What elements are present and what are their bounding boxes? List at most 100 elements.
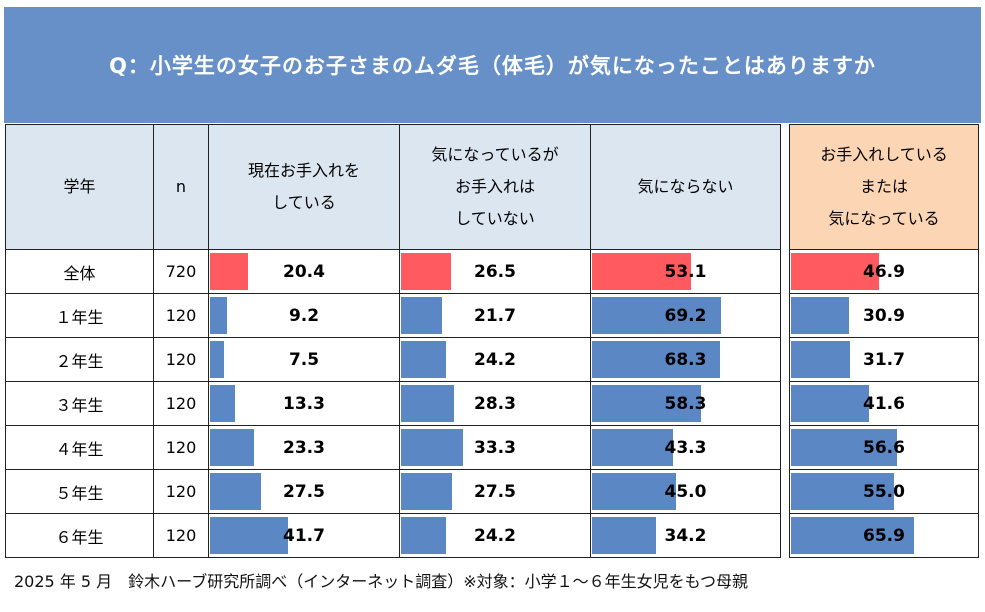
value-bar bbox=[791, 517, 915, 554]
value-bar bbox=[401, 517, 447, 554]
value-label: 53.1 bbox=[664, 261, 707, 282]
value-label: 69.2 bbox=[664, 305, 707, 326]
value-bar bbox=[401, 341, 447, 378]
value-cell: 58.3 bbox=[590, 381, 781, 426]
value-label: 20.4 bbox=[283, 261, 325, 282]
table-row: 55.0 bbox=[789, 469, 979, 514]
grade-cell: ５年生 bbox=[5, 469, 154, 514]
value-label: 9.2 bbox=[288, 305, 320, 326]
question-title: Q：小学生の女子のお子さまのムダ毛（体毛）が気になったことはありますか bbox=[4, 7, 981, 123]
value-cell: 27.5 bbox=[399, 469, 591, 514]
n-cell: 120 bbox=[153, 469, 209, 514]
value-cell: 9.2 bbox=[208, 293, 400, 338]
value-label: 43.3 bbox=[664, 437, 707, 458]
value-cell: 56.6 bbox=[789, 425, 979, 470]
value-bar bbox=[791, 385, 869, 422]
value-bar bbox=[592, 517, 656, 554]
value-label: 55.0 bbox=[863, 481, 905, 502]
value-label: 41.7 bbox=[283, 525, 325, 546]
value-cell: 43.3 bbox=[590, 425, 781, 470]
value-label: 28.3 bbox=[474, 393, 516, 414]
value-bar bbox=[791, 429, 897, 466]
value-cell: 68.3 bbox=[590, 337, 781, 382]
value-label: 41.6 bbox=[863, 393, 905, 414]
value-label: 27.5 bbox=[474, 481, 516, 502]
value-bar bbox=[592, 429, 673, 466]
value-cell: 46.9 bbox=[789, 249, 979, 294]
value-label: 21.7 bbox=[474, 305, 516, 326]
value-bar bbox=[791, 253, 879, 290]
value-cell: 24.2 bbox=[399, 337, 591, 382]
value-bar bbox=[210, 473, 262, 510]
value-cell: 20.4 bbox=[208, 249, 400, 294]
value-label: 27.5 bbox=[283, 481, 325, 502]
table-row: 31.7 bbox=[789, 337, 979, 382]
value-label: 46.9 bbox=[863, 261, 905, 282]
column-header: 気になっているが お手入れは していない bbox=[399, 124, 591, 250]
value-cell: 55.0 bbox=[789, 469, 979, 514]
table-row: ２年生 120 7.5 24.2 68.3 bbox=[5, 337, 781, 382]
value-bar bbox=[592, 385, 702, 422]
table-row: 56.6 bbox=[789, 425, 979, 470]
value-label: 68.3 bbox=[664, 349, 707, 370]
table-row: 全体 720 20.4 26.5 53.1 bbox=[5, 249, 781, 294]
value-bar bbox=[210, 429, 254, 466]
value-cell: 26.5 bbox=[399, 249, 591, 294]
n-cell: 120 bbox=[153, 337, 209, 382]
value-cell: 7.5 bbox=[208, 337, 400, 382]
value-bar bbox=[401, 297, 442, 334]
value-bar bbox=[210, 385, 235, 422]
column-header: 現在お手入れを している bbox=[208, 124, 400, 250]
value-label: 31.7 bbox=[863, 349, 905, 370]
value-bar bbox=[401, 253, 451, 290]
grade-cell: 全体 bbox=[5, 249, 154, 294]
value-label: 24.2 bbox=[474, 349, 516, 370]
n-cell: 120 bbox=[153, 293, 209, 338]
value-label: 7.5 bbox=[288, 349, 320, 370]
value-cell: 24.2 bbox=[399, 513, 591, 558]
value-label: 30.9 bbox=[863, 305, 905, 326]
table-row: 65.9 bbox=[789, 513, 979, 558]
table-row: ３年生 120 13.3 28.3 58.3 bbox=[5, 381, 781, 426]
table-row: ５年生 120 27.5 27.5 45.0 bbox=[5, 469, 781, 514]
table-row: １年生 120 9.2 21.7 69.2 bbox=[5, 293, 781, 338]
table-row: 41.6 bbox=[789, 381, 979, 426]
value-label: 56.6 bbox=[863, 437, 905, 458]
value-cell: 41.7 bbox=[208, 513, 400, 558]
column-header: 学年 bbox=[5, 124, 154, 250]
value-cell: 28.3 bbox=[399, 381, 591, 426]
value-label: 24.2 bbox=[474, 525, 516, 546]
grade-cell: ２年生 bbox=[5, 337, 154, 382]
value-bar bbox=[210, 341, 225, 378]
column-header: n bbox=[153, 124, 209, 250]
n-cell: 120 bbox=[153, 513, 209, 558]
table-row: ６年生 120 41.7 24.2 34.2 bbox=[5, 513, 781, 558]
value-label: 34.2 bbox=[664, 525, 707, 546]
value-bar bbox=[210, 517, 288, 554]
results-table: 学年 n 現在お手入れを している 気になっているが お手入れは していない 気にならな… bbox=[5, 124, 781, 558]
value-cell: 69.2 bbox=[590, 293, 781, 338]
value-cell: 33.3 bbox=[399, 425, 591, 470]
value-label: 13.3 bbox=[283, 393, 325, 414]
value-cell: 31.7 bbox=[789, 337, 979, 382]
value-bar bbox=[210, 297, 228, 334]
footer-note: 2025 年 5 月 鈴木ハーブ研究所調べ（インターネット調査）※対象：小学１～… bbox=[14, 572, 748, 591]
value-bar bbox=[791, 473, 894, 510]
value-label: 33.3 bbox=[474, 437, 516, 458]
value-bar bbox=[210, 253, 249, 290]
value-label: 58.3 bbox=[664, 393, 707, 414]
value-bar bbox=[592, 297, 722, 334]
grade-cell: ３年生 bbox=[5, 381, 154, 426]
value-bar bbox=[592, 341, 720, 378]
value-bar bbox=[401, 473, 453, 510]
table-row: ４年生 120 23.3 33.3 43.3 bbox=[5, 425, 781, 470]
value-label: 23.3 bbox=[283, 437, 325, 458]
n-cell: 120 bbox=[153, 381, 209, 426]
value-label: 65.9 bbox=[863, 525, 905, 546]
n-cell: 720 bbox=[153, 249, 209, 294]
value-cell: 41.6 bbox=[789, 381, 979, 426]
table-row: 46.9 bbox=[789, 249, 979, 294]
value-bar bbox=[791, 297, 849, 334]
value-cell: 21.7 bbox=[399, 293, 591, 338]
value-cell: 53.1 bbox=[590, 249, 781, 294]
